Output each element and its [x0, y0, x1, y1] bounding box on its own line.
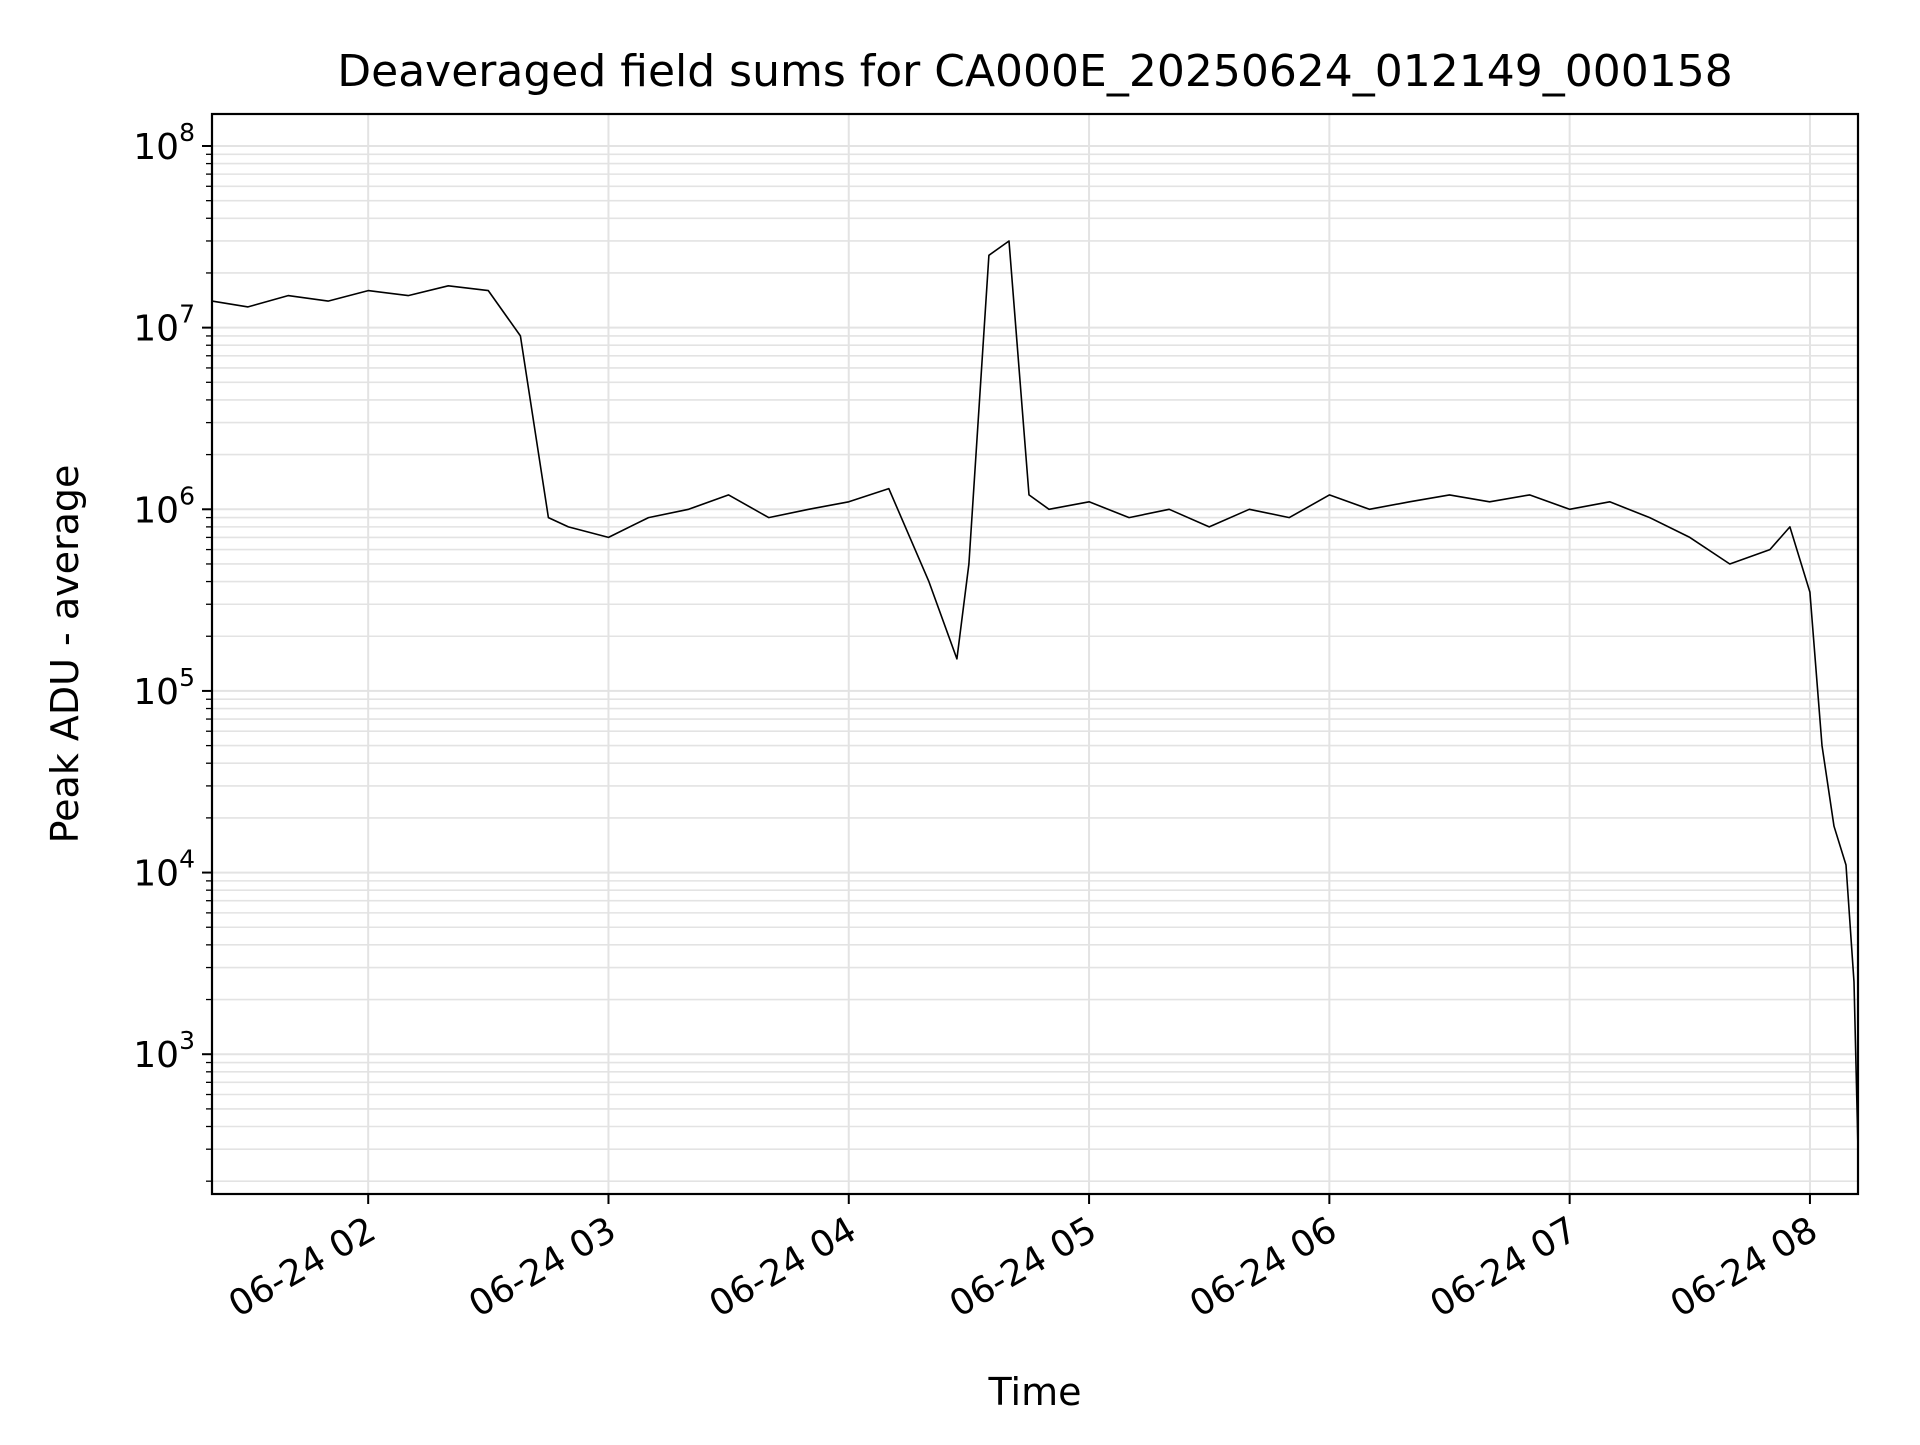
y-tick-label: 107 — [133, 300, 195, 350]
series-line — [211, 240, 1859, 1150]
grid-layer — [212, 114, 1858, 1194]
plot-area-frame — [210, 112, 1860, 1196]
y-axis-label: Peak ADU - average — [43, 465, 87, 844]
y-tick-label: 105 — [133, 663, 195, 713]
y-tick-label: 106 — [133, 481, 195, 531]
y-tick-label: 103 — [133, 1026, 195, 1076]
y-tick-label: 108 — [133, 118, 195, 168]
chart-title: Deaveraged field sums for CA000E_2025062… — [337, 46, 1732, 97]
series-layer — [211, 240, 1859, 1150]
y-tick-label: 104 — [133, 845, 195, 895]
x-axis-label: Time — [988, 1370, 1082, 1414]
